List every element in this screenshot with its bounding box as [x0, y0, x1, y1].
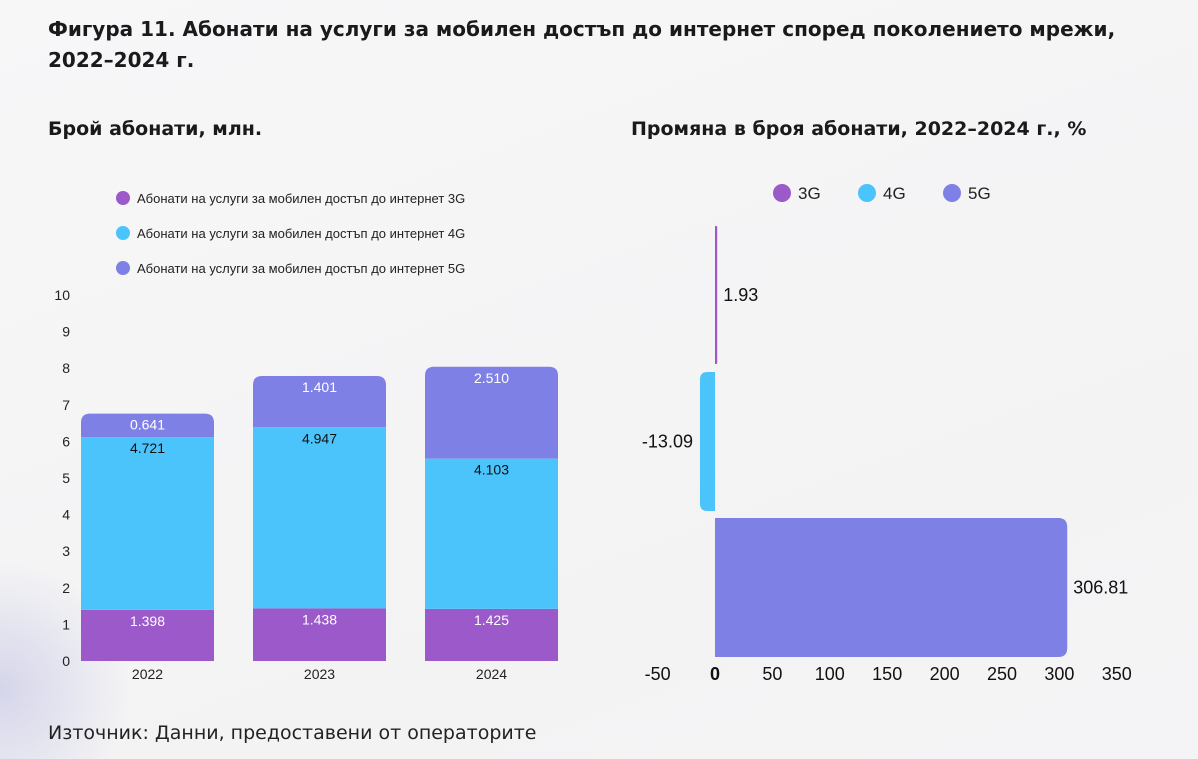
y-tick-label: 7	[62, 397, 70, 413]
legend-marker-4G	[116, 226, 130, 240]
y-tick-label: 4	[62, 507, 70, 523]
data-label-5G: 2.510	[474, 370, 509, 386]
data-label-5G: 1.401	[302, 379, 337, 395]
x-tick-label: 2024	[476, 666, 507, 682]
data-label-4G: 4.103	[474, 462, 509, 478]
bar-4G-2023	[253, 427, 386, 609]
bar-3G	[715, 226, 718, 364]
y-tick-label: 1	[62, 616, 70, 632]
bar-5G-2023	[253, 376, 386, 428]
x-tick-label: 2022	[132, 666, 163, 682]
x-tick-label: 250	[987, 664, 1017, 684]
data-label-4G: 4.947	[302, 430, 337, 446]
x-tick-label: 350	[1102, 664, 1132, 684]
y-tick-label: 6	[62, 433, 70, 449]
legend-label-5G: Абонати на услуги за мобилен достъп до и…	[137, 261, 465, 276]
data-label-4G: 4.721	[130, 440, 165, 456]
legend-marker-4G	[858, 184, 876, 202]
legend-label-5G: 5G	[968, 184, 991, 203]
y-tick-label: 5	[62, 470, 70, 486]
data-label-3G: 1.93	[723, 285, 758, 305]
figure-title: Фигура 11. Абонати на услуги за мобилен …	[48, 17, 1116, 72]
bar-5G-2022	[81, 413, 214, 438]
x-tick-label: -50	[645, 664, 671, 684]
bar-3G-2024	[425, 608, 558, 661]
y-tick-label: 0	[62, 653, 70, 669]
left-chart-title: Брой абонати, млн.	[48, 118, 263, 140]
y-tick-label: 2	[62, 580, 70, 596]
legend-label-3G: 3G	[798, 184, 821, 203]
legend-marker-3G	[116, 191, 130, 205]
data-label-5G: 0.641	[130, 417, 165, 433]
x-tick-label: 50	[762, 664, 782, 684]
y-tick-label: 10	[54, 287, 70, 303]
bar-4G-2022	[81, 437, 214, 610]
bar-3G-2023	[253, 608, 386, 661]
data-label-5G: 306.81	[1073, 578, 1128, 598]
legend-marker-5G	[116, 261, 130, 275]
right-chart-title: Промяна в броя абонати, 2022–2024 г., %	[631, 118, 1087, 140]
x-tick-label: 300	[1044, 664, 1074, 684]
legend-label-4G: Абонати на услуги за мобилен достъп до и…	[137, 226, 465, 241]
bar-4G	[699, 372, 715, 511]
legend-marker-3G	[773, 184, 791, 202]
x-tick-label: 150	[872, 664, 902, 684]
data-label-3G: 1.425	[474, 612, 509, 628]
x-tick-label: 2023	[304, 666, 335, 682]
source-note: Източник: Данни, предоставени от операто…	[48, 722, 537, 744]
bar-4G-2024	[425, 458, 558, 609]
y-tick-label: 8	[62, 360, 70, 376]
y-tick-label: 9	[62, 324, 70, 340]
data-label-3G: 1.438	[302, 611, 337, 627]
x-tick-label: 0	[710, 664, 720, 684]
data-label-4G: -13.09	[642, 432, 693, 452]
y-tick-label: 3	[62, 543, 70, 559]
legend-marker-5G	[943, 184, 961, 202]
bar-3G-2022	[81, 609, 214, 661]
x-tick-label: 100	[815, 664, 845, 684]
data-label-3G: 1.398	[130, 613, 165, 629]
bar-5G-2024	[425, 366, 558, 459]
x-tick-label: 200	[930, 664, 960, 684]
legend-label-4G: 4G	[883, 184, 906, 203]
legend-label-3G: Абонати на услуги за мобилен достъп до и…	[137, 191, 465, 206]
bar-5G	[715, 518, 1068, 657]
